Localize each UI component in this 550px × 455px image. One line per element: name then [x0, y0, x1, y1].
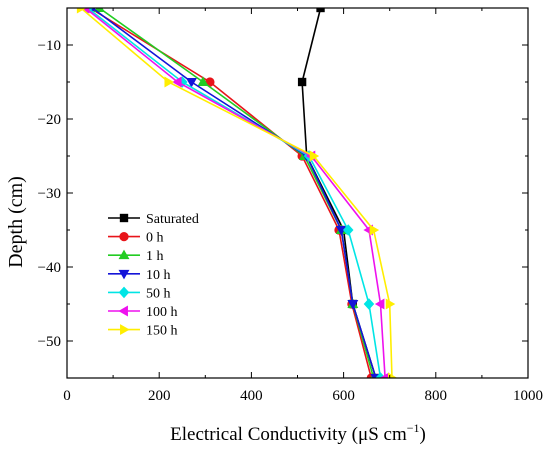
legend-marker [118, 286, 130, 299]
series-line [89, 8, 373, 378]
legend-entry: 1 h [108, 249, 164, 264]
series-0-h [85, 8, 376, 378]
legend-entry: 0 h [108, 231, 164, 246]
legend-marker [118, 305, 128, 317]
legend-label: 150 h [146, 324, 178, 339]
series-marker [388, 372, 398, 378]
series-line [87, 8, 382, 378]
legend-label: 10 h [146, 268, 171, 283]
series-marker [369, 224, 380, 236]
legend-marker [118, 269, 130, 280]
series-marker [363, 298, 375, 310]
x-tick-label: 800 [425, 388, 448, 404]
x-tick-label: 600 [332, 388, 355, 404]
legend-label: 50 h [146, 286, 171, 301]
series-saturated [297, 8, 381, 378]
series-marker [374, 298, 385, 310]
y-tick-label: −30 [38, 186, 61, 202]
series-marker [186, 78, 197, 88]
y-tick-label: −10 [38, 38, 61, 54]
legend-entry: 150 h [108, 324, 178, 339]
series-marker [347, 300, 359, 310]
series-marker [172, 76, 182, 88]
series-marker [197, 76, 209, 86]
y-tick-label: −20 [38, 112, 61, 128]
x-tick-label: 0 [63, 388, 71, 404]
series-100-h [79, 8, 390, 378]
x-axis-label-close: ) [420, 424, 426, 445]
plot-frame [66, 7, 529, 379]
series-10-h [89, 8, 382, 378]
y-tick-label: −50 [38, 334, 61, 350]
y-tick-label: −40 [38, 260, 61, 276]
legend-marker [118, 249, 130, 260]
plot-area [76, 8, 398, 378]
series-marker [297, 77, 307, 87]
series-line [301, 8, 377, 378]
series-line [80, 8, 393, 378]
series-marker [385, 298, 396, 310]
legend-label: 0 h [146, 231, 164, 246]
series-line [91, 8, 377, 378]
x-tick-label: 1000 [513, 388, 543, 404]
legend: Saturated 0 h 1 h 10 h 50 h 100 h 150 h [108, 212, 199, 339]
legend-entry: 10 h [108, 268, 171, 283]
x-tick-label: 400 [240, 388, 263, 404]
x-axis-label-superscript: −1 [407, 421, 420, 435]
legend-marker [120, 324, 130, 336]
x-axis-label: Electrical Conductivity (μS cm−1) [170, 421, 426, 445]
series-marker [379, 372, 390, 378]
series-marker [309, 150, 320, 162]
series-150-h [76, 8, 398, 378]
series-line [84, 8, 386, 378]
legend-entry: Saturated [108, 212, 199, 227]
x-tick-label: 200 [148, 388, 171, 404]
series-marker [342, 224, 354, 236]
legend-marker [119, 213, 129, 223]
series-marker [164, 76, 175, 88]
series-line [98, 8, 375, 378]
legend-entry: 50 h [108, 286, 171, 301]
legend-label: Saturated [146, 212, 199, 227]
y-axis-label: Depth (cm) [5, 176, 27, 268]
axes: 0 200 400 600 800 1000 −10 −20 −30 −40 −50 [38, 7, 543, 404]
x-axis-label-main: Electrical Conductivity (μS cm [170, 424, 407, 445]
legend-label: 100 h [146, 305, 178, 320]
series-1-h [93, 8, 377, 378]
legend-entry: 100 h [108, 305, 178, 320]
legend-label: 1 h [146, 249, 164, 264]
legend-marker [119, 231, 129, 242]
